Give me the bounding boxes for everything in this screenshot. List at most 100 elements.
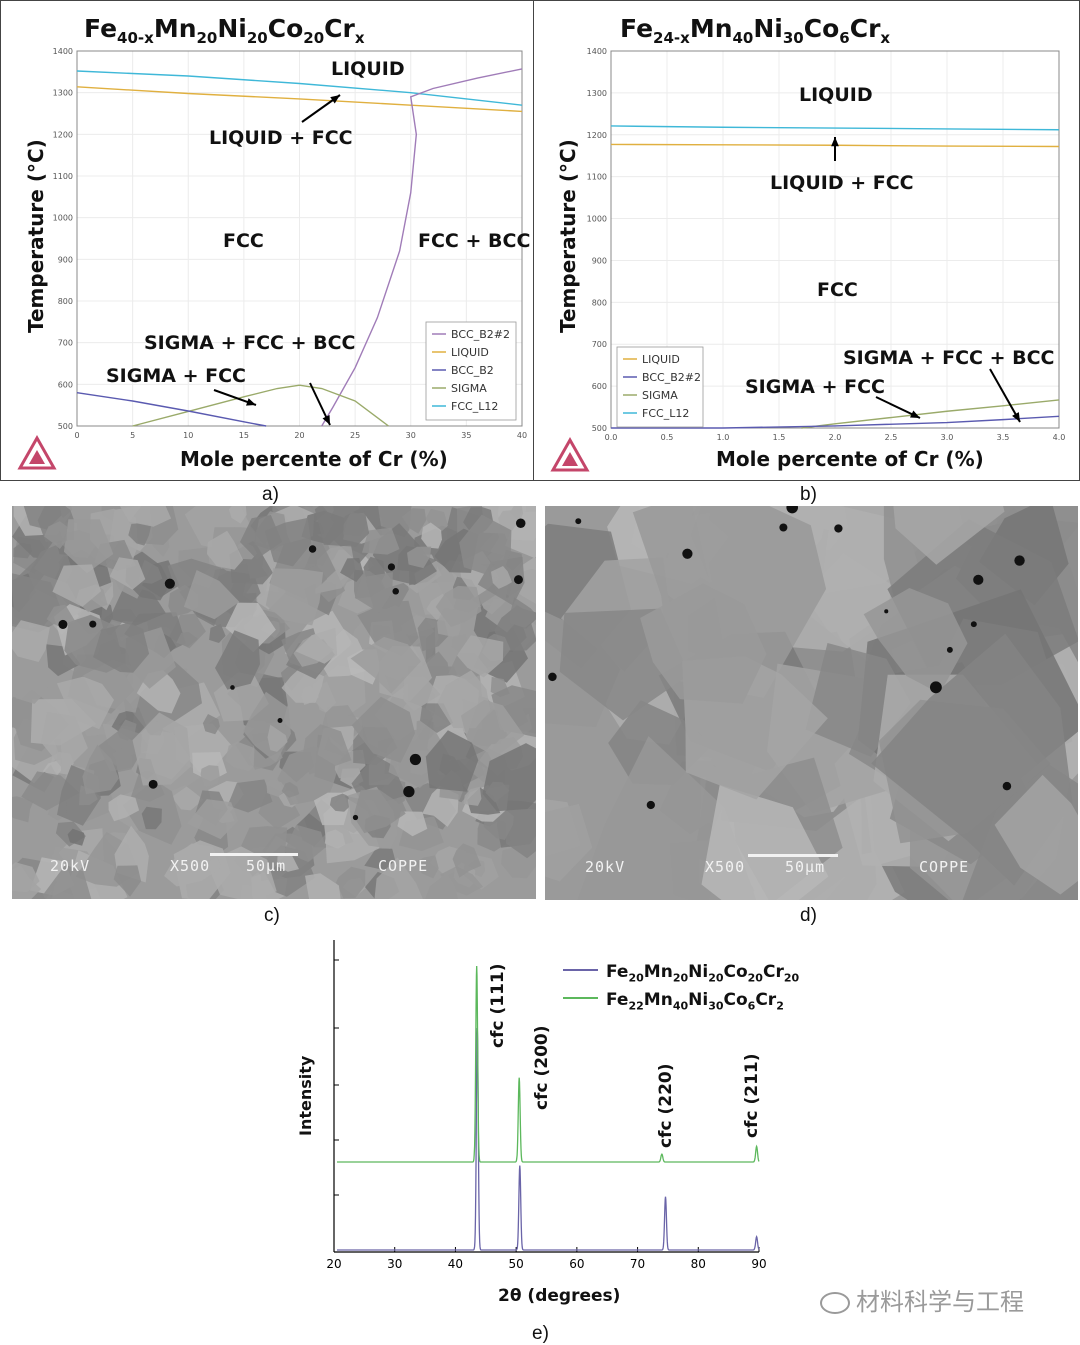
chart-e-plot: 20 30 40 50 60 70 80 90 bbox=[326, 940, 767, 1271]
sem-d-scalebar bbox=[748, 854, 838, 857]
x-tick-label: 2.0 bbox=[829, 433, 842, 442]
x-tick-label: 1.5 bbox=[773, 433, 786, 442]
legend-e-series-2: Fe22Mn40Ni30Co6Cr2 bbox=[606, 990, 784, 1013]
chart-b-title: Fe24-xMn40Ni30Co6Crx bbox=[620, 14, 891, 47]
legend-e-series-1: Fe20Mn20Ni20Co20Cr20 bbox=[606, 962, 800, 985]
x-tick-label: 10 bbox=[183, 431, 193, 440]
sem-grain-texture bbox=[545, 506, 1078, 900]
chart-a-plot: 0 5 10 15 20 25 30 35 40 500 600 700 800 900 1000 1100 1… bbox=[17, 47, 527, 470]
region-sigma-fcc-b: SIGMA + FCC bbox=[745, 376, 885, 398]
x-tick-label: 90 bbox=[751, 1257, 766, 1271]
arrow-sigma-fcc-b bbox=[875, 396, 921, 419]
watermark: 材料科学与工程 bbox=[820, 1282, 1024, 1317]
x-tick-label: 30 bbox=[387, 1257, 402, 1271]
x-tick-label: 0.5 bbox=[661, 433, 674, 442]
x-tick-label: 15 bbox=[239, 431, 249, 440]
x-tick-label: 35 bbox=[461, 431, 471, 440]
legend-entry: BCC_B2#2 bbox=[642, 371, 701, 384]
xrd-series-line-2 bbox=[337, 965, 760, 1163]
region-sigma-fcc-a: SIGMA + FCC bbox=[106, 365, 246, 387]
panel-label-e: e) bbox=[532, 1323, 549, 1344]
region-fcc-bcc-a: FCC + BCC bbox=[418, 230, 531, 252]
x-tick-label: 40 bbox=[448, 1257, 463, 1271]
y-tick-label: 800 bbox=[592, 298, 607, 307]
x-tick-label: 20 bbox=[294, 431, 304, 440]
peak-label-220: cfc (220) bbox=[656, 1063, 676, 1149]
x-tick-label: 50 bbox=[509, 1257, 524, 1271]
region-liquid-b: LIQUID bbox=[799, 84, 873, 106]
series-line-fcc-l12 bbox=[610, 125, 1060, 131]
series-line-bcc-b2-2 bbox=[321, 68, 523, 427]
series-line-sigma bbox=[132, 384, 389, 427]
y-tick-label: 1100 bbox=[53, 172, 73, 181]
legend-entry: FCC_L12 bbox=[642, 407, 689, 420]
panel-label-b: b) bbox=[800, 484, 817, 505]
y-tick-label: 1300 bbox=[587, 89, 607, 98]
sem-c-lab: COPPE bbox=[378, 857, 428, 875]
x-tick-label: 70 bbox=[630, 1257, 645, 1271]
y-tick-label: 700 bbox=[592, 340, 607, 349]
y-tick-label: 1100 bbox=[587, 173, 607, 182]
chart-a-xlabel: Mole percente of Cr (%) bbox=[180, 447, 448, 471]
legend-entry: FCC_L12 bbox=[451, 400, 498, 413]
sem-d-scale: 50μm bbox=[785, 858, 825, 876]
sem-c-scale: 50μm bbox=[246, 857, 286, 875]
x-tick-label: 1.0 bbox=[717, 433, 730, 442]
y-tick-label: 600 bbox=[592, 382, 607, 391]
legend-entry: SIGMA bbox=[642, 389, 678, 402]
arrow-sigma-fcc-bcc-b bbox=[989, 368, 1021, 423]
x-tick-label: 0 bbox=[74, 431, 79, 440]
chart-b-xlabel: Mole percente of Cr (%) bbox=[716, 447, 984, 471]
x-tick-label: 3.0 bbox=[941, 433, 954, 442]
x-tick-label: 5 bbox=[130, 431, 135, 440]
x-tick-label: 0.0 bbox=[605, 433, 618, 442]
y-tick-label: 600 bbox=[58, 380, 73, 389]
panel-label-d: d) bbox=[800, 905, 817, 926]
x-tick-label: 3.5 bbox=[997, 433, 1010, 442]
x-tick-label: 60 bbox=[569, 1257, 584, 1271]
region-fcc-a: FCC bbox=[223, 230, 264, 252]
series-line-liquid bbox=[76, 86, 523, 113]
chart-b-plot: 0.0 0.5 1.0 1.5 2.0 2.5 3.0 3.5 4.0 500 600 700 800 9… bbox=[550, 47, 1065, 472]
chart-a-title: Fe40-xMn20Ni20Co20Crx bbox=[84, 14, 365, 47]
chart-legend: LIQUID BCC_B2#2 SIGMA FCC_L12 bbox=[616, 346, 704, 428]
wechat-icon bbox=[820, 1292, 850, 1314]
y-tick-label: 800 bbox=[58, 297, 73, 306]
y-tick-label: 1000 bbox=[587, 215, 607, 224]
x-tick-label: 2.5 bbox=[885, 433, 898, 442]
y-tick-label: 1300 bbox=[53, 89, 73, 98]
y-tick-label: 500 bbox=[58, 422, 73, 431]
y-tick-label: 900 bbox=[58, 255, 73, 264]
series-line-bcc-b2 bbox=[76, 391, 267, 427]
legend-entry: LIQUID bbox=[642, 353, 680, 366]
series-line-sigma bbox=[801, 399, 1060, 429]
region-sigma-fcc-bcc-a: SIGMA + FCC + BCC bbox=[144, 332, 356, 354]
y-tick-label: 1200 bbox=[587, 131, 607, 140]
y-tick-label: 900 bbox=[592, 256, 607, 265]
x-tick-label: 30 bbox=[406, 431, 416, 440]
arrow-liquid-fcc-b bbox=[831, 137, 839, 161]
sem-c-voltage: 20kV bbox=[50, 857, 90, 875]
y-tick-label: 1400 bbox=[53, 47, 73, 56]
watermark-text: 材料科学与工程 bbox=[856, 1288, 1024, 1316]
chart-e-ylabel: Intensity bbox=[296, 1055, 315, 1136]
legend-entry: BCC_B2#2 bbox=[451, 328, 510, 341]
series-line-bcc-b2-2 bbox=[611, 415, 1060, 429]
sem-d-lab: COPPE bbox=[919, 858, 969, 876]
y-tick-label: 500 bbox=[592, 424, 607, 433]
chart-e-xlabel: 2θ (degrees) bbox=[498, 1286, 621, 1306]
series-line-fcc-l12 bbox=[76, 70, 523, 106]
y-tick-label: 700 bbox=[58, 339, 73, 348]
x-tick-label: 40 bbox=[517, 431, 527, 440]
region-liquid-fcc-b: LIQUID + FCC bbox=[770, 172, 914, 194]
region-fcc-b: FCC bbox=[817, 279, 858, 301]
plot-area-border bbox=[76, 50, 523, 427]
y-tick-label: 1000 bbox=[53, 214, 73, 223]
thermo-calc-logo-icon bbox=[550, 436, 590, 472]
peak-label-111: cfc (111) bbox=[488, 963, 508, 1049]
legend-entry: SIGMA bbox=[451, 382, 487, 395]
sem-c-scalebar bbox=[210, 853, 298, 856]
panel-label-c: c) bbox=[264, 905, 280, 926]
sem-image-c: 20kV X500 50μm COPPE bbox=[12, 506, 536, 899]
plot-area-border bbox=[610, 50, 1060, 429]
